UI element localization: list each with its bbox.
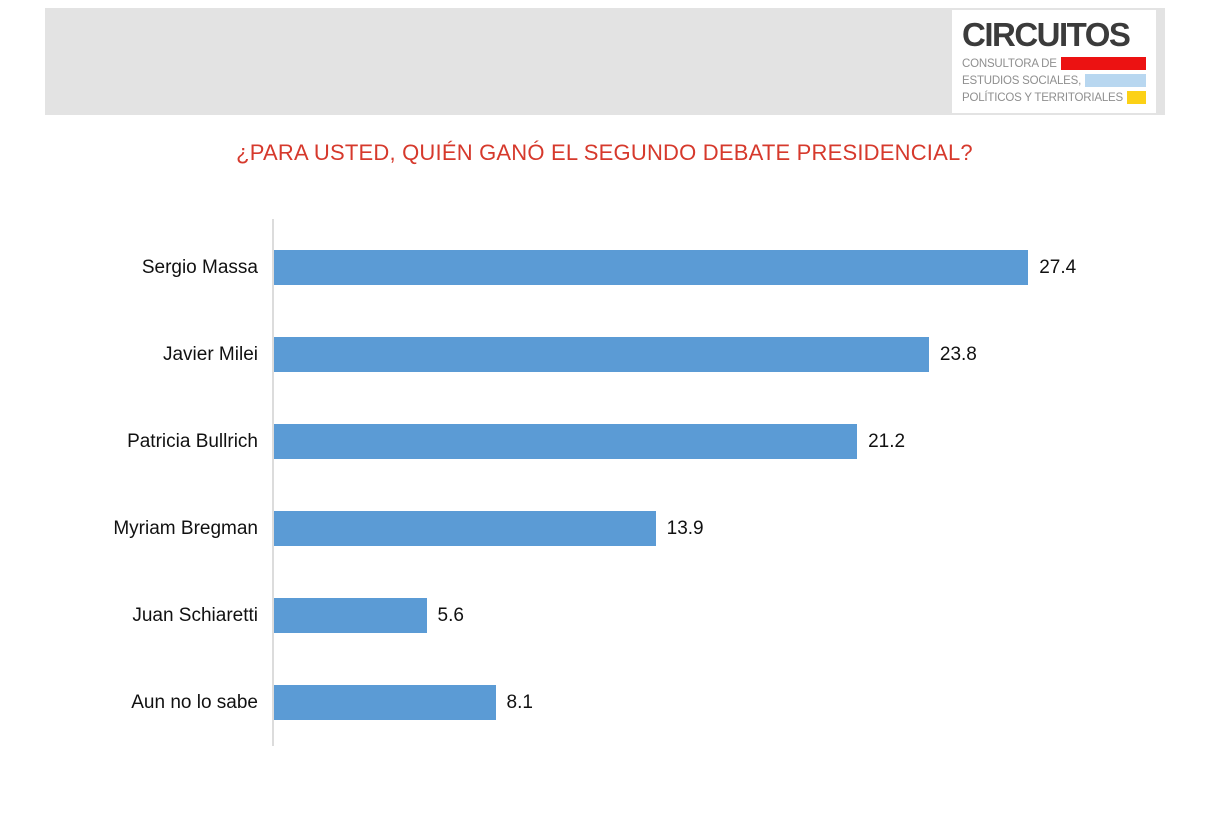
value-label: 13.9 (666, 517, 704, 539)
bar-area: 27.4 (272, 224, 1100, 311)
logo-lightblue-bar (1085, 74, 1146, 87)
bar (272, 511, 656, 546)
logo-line-2-text: ESTUDIOS SOCIALES, (962, 74, 1082, 87)
logo-line-3: POLÍTICOS Y TERRITORIALES (962, 89, 1146, 106)
category-label: Patricia Bullrich (127, 430, 258, 452)
bar (272, 598, 427, 633)
chart-row: Myriam Bregman 13.9 (0, 485, 1100, 572)
y-axis-line (272, 219, 274, 746)
chart-row: Patricia Bullrich 21.2 (0, 398, 1100, 485)
bar-area: 8.1 (272, 659, 1100, 746)
category-label: Juan Schiaretti (132, 604, 258, 626)
logo-line-3-text: POLÍTICOS Y TERRITORIALES (962, 91, 1123, 104)
bar (272, 424, 858, 459)
logo-subtitle: CONSULTORA DE ESTUDIOS SOCIALES, POLÍTIC… (962, 55, 1146, 106)
category-label: Javier Milei (162, 343, 258, 365)
logo-line-2: ESTUDIOS SOCIALES, (962, 72, 1146, 89)
bar (272, 250, 1029, 285)
bar-chart: Sergio Massa 27.4 Javier Milei 23.8 Patricia… (0, 219, 1100, 746)
value-label: 27.4 (1039, 256, 1077, 278)
logo-wordmark: CIRCUITOS (962, 16, 1131, 53)
logo-yellow-bar (1126, 91, 1146, 104)
chart-row: Juan Schiaretti 5.6 (0, 572, 1100, 659)
value-label: 23.8 (939, 343, 977, 365)
bar-area: 21.2 (272, 398, 1100, 485)
bar (272, 337, 929, 372)
logo-red-bar (1060, 57, 1146, 70)
bar-area: 5.6 (272, 572, 1100, 659)
logo: CIRCUITOS CONSULTORA DE ESTUDIOS SOCIALE… (952, 10, 1156, 113)
value-label: 21.2 (868, 430, 906, 452)
chart-row: Javier Milei 23.8 (0, 311, 1100, 398)
bar (272, 685, 496, 720)
value-label: 5.6 (437, 604, 464, 626)
chart-row: Sergio Massa 27.4 (0, 224, 1100, 311)
chart-rows: Sergio Massa 27.4 Javier Milei 23.8 Patricia… (0, 224, 1100, 746)
chart-row: Aun no lo sabe 8.1 (0, 659, 1100, 746)
category-label: Myriam Bregman (113, 517, 258, 539)
header-band: CIRCUITOS CONSULTORA DE ESTUDIOS SOCIALE… (45, 8, 1165, 115)
bar-area: 13.9 (272, 485, 1100, 572)
chart-title: ¿PARA USTED, QUIÉN GANÓ EL SEGUNDO DEBAT… (236, 140, 973, 165)
logo-line-1-text: CONSULTORA DE (962, 57, 1057, 70)
category-label: Sergio Massa (141, 256, 258, 278)
value-label: 8.1 (506, 691, 533, 713)
category-label: Aun no lo sabe (131, 691, 258, 713)
bar-area: 23.8 (272, 311, 1100, 398)
logo-line-1: CONSULTORA DE (962, 55, 1146, 72)
